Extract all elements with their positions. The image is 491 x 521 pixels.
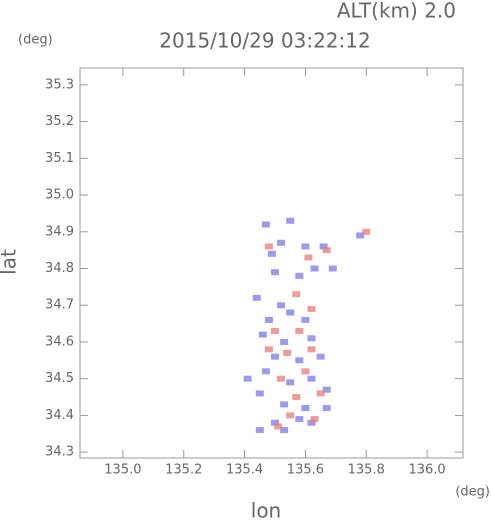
- cell: [264, 346, 273, 353]
- cell: [274, 423, 283, 430]
- cell: [270, 419, 279, 426]
- cell: [295, 357, 304, 364]
- cell: [292, 394, 301, 401]
- cell: [301, 405, 310, 412]
- y-tick-label: 34.3: [45, 445, 74, 460]
- cell: [286, 217, 295, 224]
- subtitle: ALT(km) 2.0: [337, 0, 456, 23]
- cell: [307, 305, 316, 312]
- cell: [322, 247, 331, 254]
- cell: [322, 386, 331, 393]
- cell: [362, 228, 371, 235]
- cell: [261, 368, 270, 375]
- cell: [264, 243, 273, 250]
- cell: [252, 294, 261, 301]
- x-tick-label: 135.0: [104, 463, 141, 478]
- cell: [295, 416, 304, 423]
- cell: [255, 390, 264, 397]
- cell: [295, 272, 304, 279]
- cell: [316, 390, 325, 397]
- y-tick-label: 34.9: [45, 224, 74, 239]
- cell: [307, 335, 316, 342]
- x-tick-label: 136.0: [408, 463, 445, 478]
- x-unit: (deg): [455, 485, 490, 500]
- cell: [283, 349, 292, 356]
- x-tick-label: 135.6: [287, 463, 324, 478]
- plot-frame: [79, 67, 464, 459]
- cell: [280, 401, 289, 408]
- cell: [277, 375, 286, 382]
- x-label: lon: [251, 499, 281, 521]
- cell: [277, 239, 286, 246]
- cell: [264, 316, 273, 323]
- y-tick-label: 34.7: [45, 298, 74, 313]
- cell: [280, 338, 289, 345]
- cell: [310, 265, 319, 272]
- cell: [307, 419, 316, 426]
- cell: [270, 269, 279, 276]
- cell: [270, 327, 279, 334]
- cell: [307, 346, 316, 353]
- cell: [286, 379, 295, 386]
- cell: [316, 353, 325, 360]
- cell: [301, 243, 310, 250]
- cell: [292, 291, 301, 298]
- cell: [270, 353, 279, 360]
- cell: [307, 375, 316, 382]
- y-tick-label: 34.6: [45, 334, 74, 349]
- cell: [286, 412, 295, 419]
- cell: [310, 416, 319, 423]
- y-tick-label: 35.0: [45, 188, 74, 203]
- cell: [356, 232, 365, 239]
- cell: [255, 427, 264, 434]
- x-tick-label: 135.8: [348, 463, 385, 478]
- y-tick-label: 35.2: [45, 114, 74, 129]
- cell: [319, 243, 328, 250]
- y-tick-label: 34.5: [45, 371, 74, 386]
- y-tick-label: 34.4: [45, 408, 74, 423]
- cell: [267, 250, 276, 257]
- cell: [280, 427, 289, 434]
- cell: [301, 368, 310, 375]
- y-tick-label: 34.8: [45, 261, 74, 276]
- cell: [304, 254, 313, 261]
- cell: [258, 331, 267, 338]
- cell: [286, 309, 295, 316]
- y-tick-label: 35.1: [45, 151, 74, 166]
- cell: [301, 316, 310, 323]
- y-tick-label: 35.3: [45, 77, 74, 92]
- cell: [277, 302, 286, 309]
- chart-title: 2015/10/29 03:22:12: [159, 29, 370, 53]
- cell: [328, 265, 337, 272]
- x-tick-label: 135.2: [165, 463, 202, 478]
- x-tick-label: 135.4: [226, 463, 263, 478]
- y-label: lat: [0, 249, 21, 275]
- cell: [261, 221, 270, 228]
- cell: [295, 327, 304, 334]
- y-unit: (deg): [18, 33, 53, 48]
- cell: [322, 405, 331, 412]
- cell: [243, 375, 252, 382]
